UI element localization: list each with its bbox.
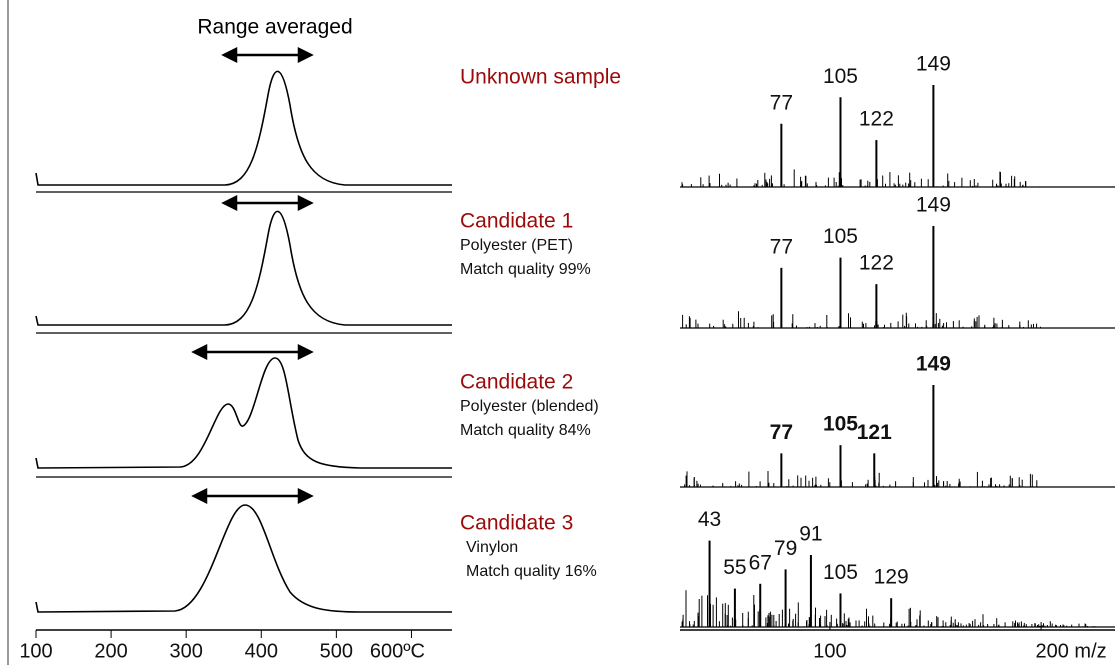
peak-label: 67 [749,551,772,574]
x-tick-label: 200 [94,640,127,662]
panel-subtitle: Match quality 99% [460,261,591,278]
peak-label: 91 [799,523,822,546]
panel-title: Candidate 1 [460,210,573,233]
peak-label: 122 [859,108,894,131]
thermograms [35,70,452,613]
panel-subtitle: Polyester (blended) [460,398,599,415]
peak-label: 105 [823,413,858,436]
noise-peaks [682,311,1041,328]
peak-label: 77 [770,91,793,114]
peak-label: 43 [698,508,721,531]
peak-label: 149 [916,53,951,76]
noise-peaks [681,169,1041,187]
peak-label: 105 [823,65,858,88]
x-tick-label: 600ºC [370,640,425,662]
peak-label: 149 [916,194,951,217]
panel-title: Candidate 2 [460,371,573,394]
peak-label: 105 [823,561,858,584]
x-tick-label: 200 m/z [1036,640,1107,662]
x-tick-label: 100 [813,640,846,662]
noise-peaks [681,590,1100,627]
panel-subtitle: Vinylon [466,539,518,556]
x-tick-label: 400 [245,640,278,662]
peak-label: 77 [770,421,793,444]
x-tick-label: 500 [320,640,353,662]
peak-label: 121 [857,421,892,444]
range-arrows [191,46,314,505]
peak-label: 149 [916,353,951,376]
panel-title: Unknown sample [460,66,621,89]
peak-label: 77 [770,235,793,258]
peak-label: 129 [874,566,909,589]
panel-subtitle: Polyester (PET) [460,237,573,254]
x-tick-label: 100 [19,640,52,662]
panel-title: Candidate 3 [460,512,573,535]
peak-label: 105 [823,225,858,248]
peak-label: 122 [859,252,894,275]
peak-label: 79 [774,537,797,560]
separators [36,191,452,478]
x-tick-label: 300 [169,640,202,662]
panel-subtitle: Match quality 16% [466,563,597,580]
panel-subtitle: Match quality 84% [460,422,591,439]
range-title: Range averaged [197,16,352,39]
peak-label: 55 [723,556,746,579]
noise-peaks [683,471,1038,487]
